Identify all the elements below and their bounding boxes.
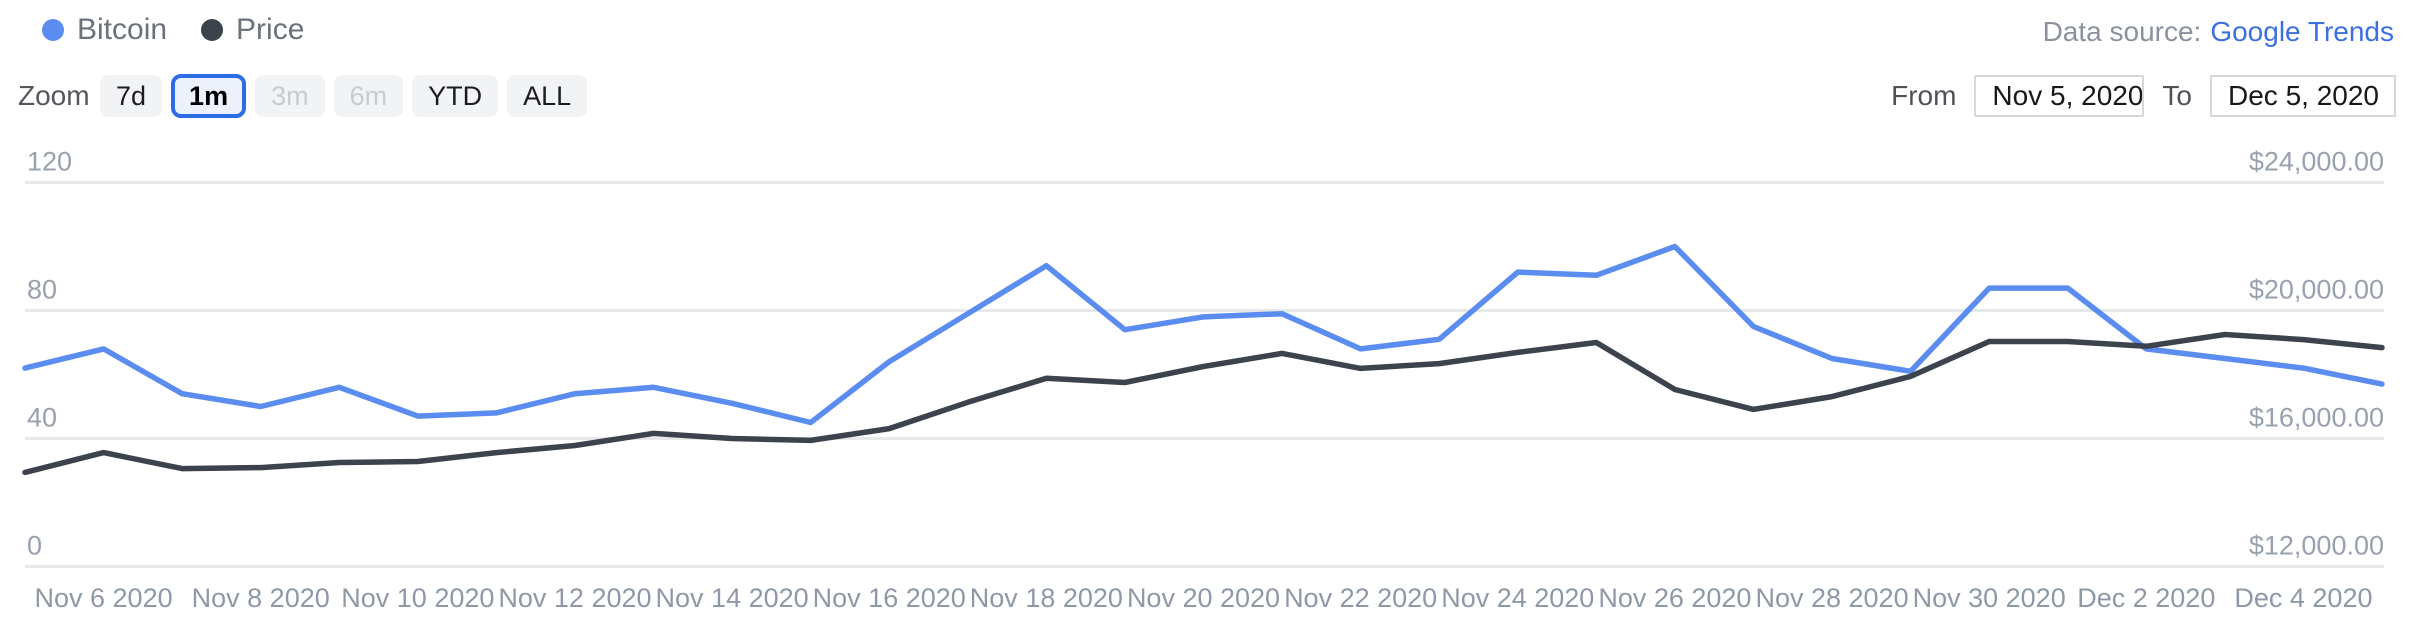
x-axis-tick-label: Nov 8 2020: [192, 583, 330, 613]
x-axis-tick-label: Nov 10 2020: [341, 583, 494, 613]
x-axis-tick-label: Dec 2 2020: [2077, 583, 2215, 613]
date-range-controls: From To: [1891, 74, 2396, 118]
zoom-label: Zoom: [18, 80, 90, 111]
data-source: Data source: Google Trends: [2043, 16, 2394, 48]
from-label: From: [1891, 80, 1957, 111]
left-axis-tick-label: 80: [27, 275, 57, 305]
from-date-input[interactable]: [1974, 75, 2145, 117]
legend-item-price[interactable]: Price: [201, 13, 304, 47]
x-axis-tick-label: Dec 4 2020: [2234, 583, 2372, 613]
right-axis-tick-label: $20,000.00: [2249, 275, 2384, 305]
series-line-bitcoin: [22, 243, 2385, 426]
x-axis-tick-label: Nov 6 2020: [35, 583, 173, 613]
right-axis-tick-label: $24,000.00: [2249, 147, 2384, 177]
x-axis-tick-label: Nov 18 2020: [970, 583, 1123, 613]
zoom-button-7d[interactable]: 7d: [100, 75, 163, 117]
series-line-price: [22, 331, 2385, 476]
chart-legend: Bitcoin Price: [42, 8, 304, 52]
google-trends-link[interactable]: Google Trends: [2210, 16, 2394, 47]
left-axis-tick-label: 40: [27, 403, 57, 433]
x-axis-tick-label: Nov 22 2020: [1284, 583, 1437, 613]
x-axis-tick-label: Nov 20 2020: [1127, 583, 1280, 613]
x-axis-tick-label: Nov 12 2020: [498, 583, 651, 613]
price-series-dot-icon: [201, 19, 224, 41]
x-axis-tick-label: Nov 28 2020: [1755, 583, 1908, 613]
left-axis-tick-label: 0: [27, 531, 42, 561]
bitcoin-series-dot-icon: [42, 19, 64, 41]
data-source-label: Data source:: [2042, 16, 2202, 47]
legend-item-bitcoin[interactable]: Bitcoin: [42, 13, 167, 47]
to-date-input[interactable]: [2210, 75, 2396, 117]
x-axis-tick-label: Nov 14 2020: [656, 583, 809, 613]
legend-label-price: Price: [236, 13, 305, 46]
to-label: To: [2162, 80, 2192, 111]
zoom-button-3m: 3m: [255, 75, 325, 117]
zoom-button-all[interactable]: ALL: [507, 75, 588, 117]
zoom-button-ytd[interactable]: YTD: [412, 75, 499, 117]
x-axis-tick-label: Nov 30 2020: [1913, 583, 2066, 613]
x-axis-tick-label: Nov 24 2020: [1441, 583, 1594, 613]
line-chart-plot-area[interactable]: 0 $12,000.00 40 $16,000.00 80 $20,000.00 120 $2…: [0, 130, 2410, 632]
x-axis-tick-label: Nov 26 2020: [1598, 583, 1751, 613]
left-axis-tick-label: 120: [27, 147, 72, 177]
zoom-button-6m: 6m: [333, 75, 404, 117]
right-axis-tick-label: $12,000.00: [2249, 531, 2384, 561]
zoom-button-1m[interactable]: 1m: [171, 74, 247, 118]
zoom-button-group: 7d 1m 3m 6m YTD ALL: [100, 74, 588, 118]
x-axis-tick-label: Nov 16 2020: [813, 583, 966, 613]
legend-label-bitcoin: Bitcoin: [77, 13, 168, 46]
right-axis-tick-label: $16,000.00: [2249, 403, 2384, 433]
chart-toolbar: Zoom 7d 1m 3m 6m YTD ALL From To: [0, 74, 2410, 118]
